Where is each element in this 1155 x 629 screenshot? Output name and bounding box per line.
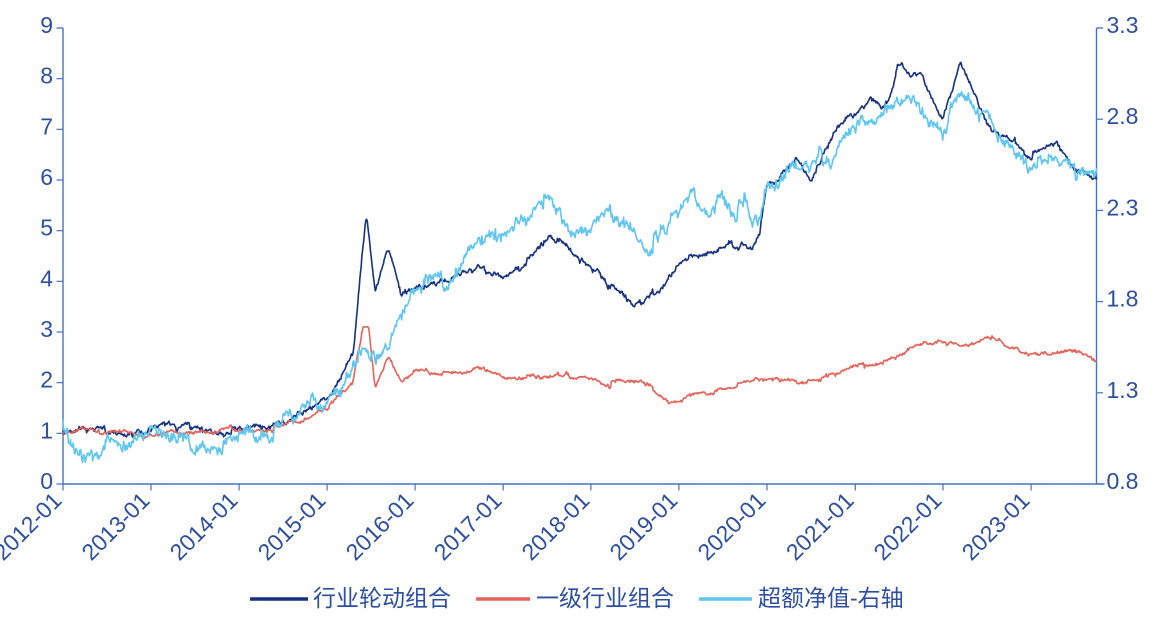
svg-text:7: 7 (40, 113, 53, 139)
svg-text:1.8: 1.8 (1107, 286, 1139, 312)
svg-text:2: 2 (40, 367, 53, 393)
svg-text:3.3: 3.3 (1107, 12, 1139, 38)
svg-text:1: 1 (40, 417, 53, 443)
svg-text:4: 4 (40, 265, 53, 291)
svg-text:8: 8 (40, 63, 53, 89)
svg-text:9: 9 (40, 12, 53, 38)
svg-text:2.8: 2.8 (1107, 103, 1139, 129)
svg-text:行业轮动组合: 行业轮动组合 (313, 585, 451, 611)
svg-text:一级行业组合: 一级行业组合 (536, 585, 674, 611)
svg-text:2.3: 2.3 (1107, 194, 1139, 220)
svg-text:1.3: 1.3 (1107, 377, 1139, 403)
svg-text:6: 6 (40, 164, 53, 190)
svg-text:0.8: 0.8 (1107, 468, 1139, 494)
svg-text:3: 3 (40, 316, 53, 342)
svg-text:超额净值-右轴: 超额净值-右轴 (758, 585, 904, 611)
svg-text:5: 5 (40, 215, 53, 241)
